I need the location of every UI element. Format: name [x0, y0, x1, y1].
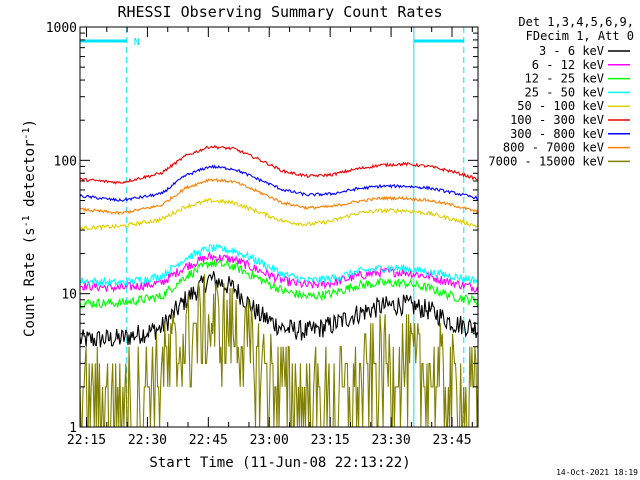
x-tick-label: 22:30 — [128, 433, 167, 448]
legend-label-2: 6 - 12 keV — [532, 58, 604, 72]
night-marker-label: N — [134, 37, 140, 48]
x-tick-label: 23:15 — [311, 433, 350, 448]
y-tick-label: 1000 — [46, 21, 77, 36]
x-tick-label: 22:45 — [189, 433, 228, 448]
y-axis-label-sup2: -1 — [21, 127, 32, 139]
y-axis-label: Count Rate (s-1 detector-1) — [21, 119, 38, 337]
x-tick-label: 23:45 — [432, 433, 471, 448]
legend-label-5: 50 - 100 keV — [517, 99, 604, 113]
chart-title: RHESSI Observing Summary Count Rates — [117, 3, 442, 21]
y-tick-label: 10 — [61, 288, 77, 303]
series-line-3 — [79, 259, 479, 309]
legend-label-4: 25 - 50 keV — [525, 85, 604, 99]
series-layer — [79, 144, 479, 428]
legend-label-9: 7000 - 15000 keV — [488, 154, 604, 168]
legend-label-6: 100 - 300 keV — [510, 113, 604, 127]
legend-label-1: 3 - 6 keV — [539, 44, 604, 58]
x-tick-label: 23:00 — [250, 433, 289, 448]
series-line-7 — [79, 164, 479, 202]
legend-header-line-1: Det 1,3,4,5,6,9, — [518, 15, 634, 29]
y-axis-label-main: Count Rate (s — [22, 227, 38, 337]
y-tick-label: 100 — [54, 154, 77, 169]
legend-header-line-2: FDecim 1, Att 0 — [526, 29, 634, 43]
x-axis-label: Start Time (11-Jun-08 22:13:22) — [149, 455, 410, 471]
timestamp: 14-Oct-2021 18:19 — [556, 468, 638, 477]
y-axis-label-mid: detector — [22, 140, 38, 216]
legend-label-7: 300 - 800 keV — [510, 127, 604, 141]
x-tick-label: 22:15 — [67, 433, 106, 448]
x-tick-label: 23:30 — [372, 433, 411, 448]
legend: Det 1,3,4,5,6,9, FDecim 1, Att 0 3 - 6 k… — [488, 15, 634, 168]
series-line-5 — [79, 197, 479, 232]
legend-label-3: 12 - 25 keV — [525, 72, 604, 86]
axis-layer: 1 10 100 1000 22:15 22:30 22:45 23:00 23:15 23:30… — [46, 21, 478, 448]
series-line-8 — [79, 177, 479, 216]
series-line-6 — [79, 144, 479, 185]
series-line-1 — [79, 271, 479, 348]
legend-label-8: 800 - 7000 keV — [503, 141, 604, 155]
plot-frame — [79, 26, 479, 428]
series-line-4 — [79, 243, 479, 288]
y-axis-label-end: ) — [22, 119, 38, 127]
y-axis-label-sup1: -1 — [21, 215, 32, 227]
y-tick-label: 1 — [69, 421, 77, 436]
